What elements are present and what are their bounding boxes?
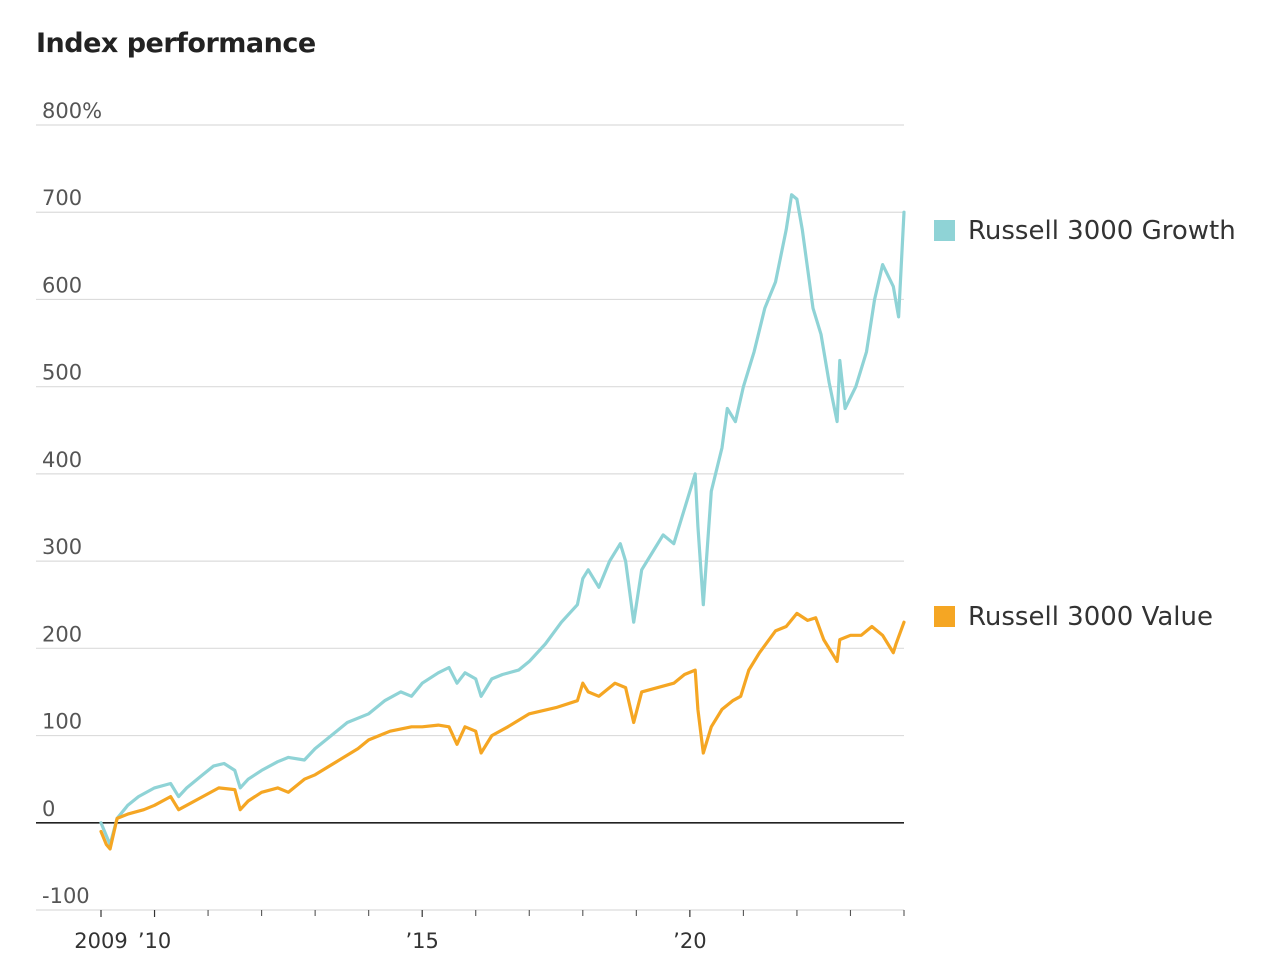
- y-tick-label: 400: [42, 448, 82, 472]
- series-lines: [99, 193, 906, 851]
- legend: Russell 3000 Growth Russell 3000 Value: [934, 216, 1236, 632]
- x-tick-label: ’20: [673, 929, 706, 953]
- y-tick-label: 300: [42, 535, 82, 559]
- y-tick-label: 800%: [42, 99, 102, 123]
- y-tick-label: 500: [42, 361, 82, 385]
- x-tick-label: 2009: [74, 929, 127, 953]
- series-line-russell-3000-growth: [99, 193, 906, 847]
- y-tick-label: 0: [42, 797, 55, 821]
- legend-label: Russell 3000 Value: [968, 602, 1213, 632]
- y-tick-label: 100: [42, 710, 82, 734]
- series-line-russell-3000-value: [99, 611, 906, 851]
- y-tick-label: 200: [42, 622, 82, 646]
- y-tick-label: 700: [42, 186, 82, 210]
- legend-label: Russell 3000 Growth: [968, 216, 1236, 246]
- y-axis-labels: 800% 700 600 500 400 300 200 100 0 -100: [42, 99, 102, 908]
- legend-swatch: [934, 220, 955, 241]
- x-axis: 2009 ’10 ’15 ’20: [74, 910, 905, 953]
- y-tick-label: -100: [42, 884, 90, 908]
- y-tick-label: 600: [42, 273, 82, 297]
- legend-swatch: [934, 606, 955, 627]
- x-tick-label: ’15: [405, 929, 438, 953]
- x-tick-label: ’10: [138, 929, 171, 953]
- chart-title: Index performance: [36, 28, 316, 59]
- gridlines: [36, 124, 904, 911]
